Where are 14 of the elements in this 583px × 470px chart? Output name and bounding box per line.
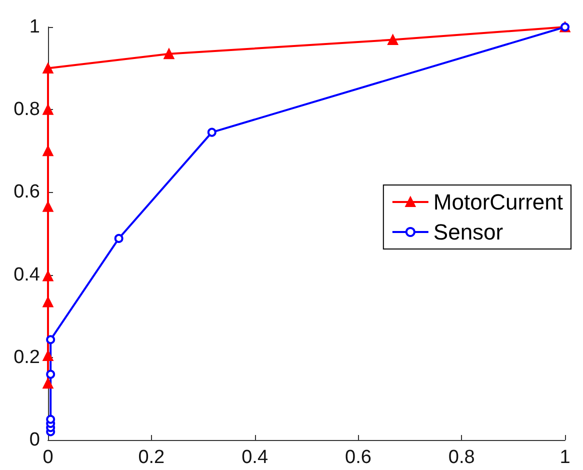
- y-tick-label: 0.8: [14, 99, 40, 120]
- x-tick-label: 0.4: [242, 447, 268, 468]
- x-tick-label: 0.8: [448, 447, 475, 468]
- y-tick-label: 0.4: [14, 264, 40, 286]
- x-tick-label: 0.6: [344, 447, 372, 468]
- x-tick-label: 0.2: [138, 447, 165, 468]
- legend-label: MotorCurrent: [433, 190, 563, 214]
- legend-label: Sensor: [433, 220, 504, 244]
- x-tick-label: 1: [560, 447, 570, 468]
- y-tick-label: 0: [29, 430, 40, 450]
- y-tick-label: 1: [29, 16, 40, 38]
- y-tick-label: 0.6: [14, 182, 40, 203]
- y-tick-label: 0.2: [14, 346, 40, 368]
- x-tick-label: 0: [42, 447, 54, 468]
